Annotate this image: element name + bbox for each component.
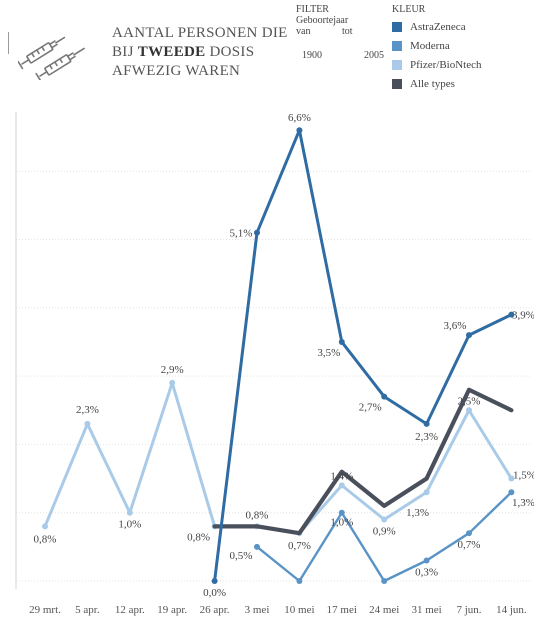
legend-item-moderna[interactable]: Moderna: [392, 36, 481, 55]
x-tick-label: 26 apr.: [200, 604, 230, 616]
data-label: 0,7%: [288, 540, 311, 552]
x-tick-label: 19 apr.: [157, 604, 187, 616]
line-chart: 29 mrt. 5 apr. 12 apr. 19 apr. 26 apr. 3 mei 1…: [15, 112, 534, 616]
data-point: [338, 509, 345, 516]
data-label: 1,0%: [330, 517, 353, 529]
series-line-astrazeneca: [213, 128, 513, 583]
data-point: [338, 482, 345, 489]
data-label: 3,5%: [317, 347, 340, 359]
x-tick-label: 31 mei: [411, 604, 441, 616]
legend-item-pfizer[interactable]: Pfizer/BioNtech: [392, 55, 481, 74]
data-point: [254, 229, 260, 236]
title-line-2-emphasis: TWEEDE: [137, 44, 206, 60]
data-point: [381, 578, 388, 584]
series-line-alle-types: [212, 387, 514, 536]
filter-heading: FILTER: [296, 4, 329, 15]
data-point: [296, 127, 303, 134]
data-point: [381, 516, 388, 523]
data-point: [508, 489, 515, 496]
data-label: 2,7%: [359, 402, 382, 414]
data-point: [42, 523, 48, 530]
legend-label-alle-types: Alle types: [410, 77, 455, 90]
data-label: 1,0%: [118, 519, 141, 531]
x-tick-label: 29 mrt.: [29, 604, 61, 616]
data-label: 2,3%: [415, 431, 438, 443]
filter-to-label: tot: [342, 26, 353, 37]
data-point: [508, 311, 515, 318]
data-label: 2,3%: [76, 404, 99, 416]
filter-from-label: van: [296, 26, 311, 37]
legend-item-alle-types[interactable]: Alle types: [392, 74, 481, 93]
data-point: [211, 578, 218, 584]
data-point: [423, 557, 430, 564]
data-label: 2,5%: [458, 395, 481, 407]
data-label: 0,7%: [458, 539, 481, 551]
title-line-2: BIJ TWEEDE DOSIS: [112, 43, 288, 62]
data-label: 3,6%: [444, 320, 467, 332]
data-point: [169, 379, 176, 386]
data-point: [84, 420, 91, 427]
title-line-2-prefix: BIJ: [112, 44, 138, 60]
page-title: AANTAL PERSONEN DIE BIJ TWEEDE DOSIS AFW…: [112, 24, 288, 81]
legend-swatch-pfizer: [392, 59, 402, 70]
data-label: 0,0%: [203, 587, 226, 599]
filter-to-value[interactable]: 2005: [364, 50, 384, 61]
x-tick-label: 3 mei: [245, 604, 270, 616]
filter-range-labels: van tot: [296, 26, 356, 37]
chart-area: 29 mrt. 5 apr. 12 apr. 19 apr. 26 apr. 3 mei 1…: [0, 110, 534, 627]
data-point: [423, 420, 430, 427]
filter-field-label: Geboortejaar: [296, 15, 349, 26]
birth-year-filter[interactable]: FILTER Geboortejaar van tot 1900 2005: [296, 4, 384, 61]
data-label: 0,8%: [187, 531, 210, 543]
data-label: 0,8%: [246, 509, 269, 521]
x-tick-label: 5 apr.: [75, 604, 100, 616]
series-line-pfizer-biontech: [43, 381, 513, 535]
x-tick-label: 7 jun.: [456, 604, 481, 616]
legend: KLEUR AstraZeneca Moderna Pfizer/BioNtec…: [392, 4, 481, 93]
data-label: 5,1%: [230, 228, 253, 240]
data-label: 0,3%: [415, 567, 438, 579]
data-label: 1,3%: [406, 507, 429, 519]
data-label: 1,4%: [330, 470, 353, 482]
title-line-2-suffix: DOSIS: [205, 44, 255, 60]
divider: [8, 32, 9, 54]
legend-title: KLEUR: [392, 4, 426, 15]
data-point: [423, 489, 430, 496]
legend-label-astrazeneca: AstraZeneca: [410, 20, 466, 33]
data-label: 1,3%: [512, 497, 534, 509]
data-point: [508, 475, 515, 482]
data-label: 2,9%: [161, 364, 184, 376]
x-tick-label: 17 mei: [327, 604, 357, 616]
legend-item-astrazeneca[interactable]: AstraZeneca: [392, 17, 481, 36]
legend-label-pfizer: Pfizer/BioNtech: [410, 58, 482, 71]
data-point: [466, 407, 472, 414]
syringes-icon: [18, 36, 85, 80]
data-point: [466, 530, 472, 537]
legend-label-moderna: Moderna: [410, 39, 450, 52]
data-point: [381, 393, 388, 400]
data-label: 3,9%: [512, 310, 534, 322]
legend-swatch-alle-types: [392, 78, 402, 89]
x-tick-label: 12 apr.: [115, 604, 145, 616]
data-label: 0,5%: [230, 550, 253, 562]
legend-swatch-astrazeneca: [392, 21, 402, 32]
data-point: [338, 338, 345, 345]
data-point: [466, 332, 472, 339]
title-line-3: AFWEZIG WAREN: [112, 63, 241, 79]
data-label: 0,8%: [34, 533, 57, 545]
data-label: 0,9%: [373, 526, 396, 538]
filter-from-value[interactable]: 1900: [302, 50, 322, 61]
data-point: [126, 509, 133, 516]
title-line-1: AANTAL PERSONEN DIE: [112, 25, 288, 41]
x-tick-label: 24 mei: [369, 604, 399, 616]
data-point: [254, 543, 260, 550]
x-tick-label: 14 jun.: [496, 604, 527, 616]
data-label: 1,5%: [513, 470, 534, 482]
header: AANTAL PERSONEN DIE BIJ TWEEDE DOSIS AFW…: [0, 0, 534, 110]
data-point: [296, 578, 303, 584]
legend-swatch-moderna: [392, 40, 402, 51]
data-label: 6,6%: [288, 112, 311, 124]
x-tick-label: 10 mei: [284, 604, 314, 616]
